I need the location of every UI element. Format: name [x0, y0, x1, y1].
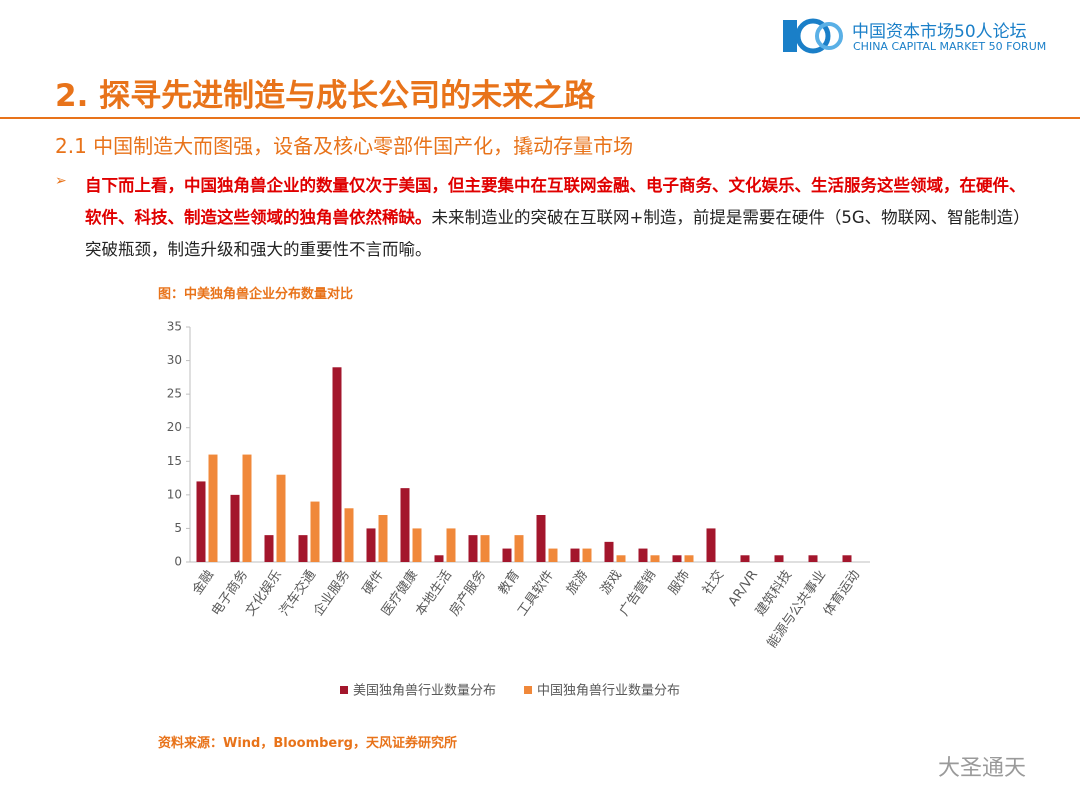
bullet-marker: ➢	[55, 173, 67, 189]
bar	[230, 494, 240, 562]
bar	[446, 528, 456, 562]
logo-en: CHINA CAPITAL MARKET 50 FORUM	[853, 40, 1047, 53]
bar	[242, 454, 252, 562]
x-tick-label: AR/VR	[726, 568, 761, 610]
bar	[536, 515, 546, 562]
bullet-highlight: 自下而上看，中国独角兽企业的数量仅次于美国，但主要集中在互联网金融、电子商务、文…	[85, 176, 1026, 227]
y-tick-label: 25	[167, 387, 182, 401]
subtitle: 2.1 中国制造大而图强，设备及核心零部件国产化，撬动存量市场	[55, 134, 634, 158]
bar	[400, 488, 410, 562]
bar	[582, 548, 592, 562]
y-tick-label: 15	[167, 454, 182, 468]
bar	[808, 555, 818, 562]
logo-cn: 中国资本市场50人论坛	[852, 22, 1027, 42]
bar	[616, 555, 626, 562]
legend-swatch	[524, 686, 533, 694]
x-tick-label: 社交	[699, 567, 727, 597]
y-tick-label: 30	[167, 353, 182, 367]
bar	[412, 528, 422, 562]
bar	[684, 555, 694, 562]
bar	[276, 474, 286, 562]
bar	[672, 555, 682, 562]
bar	[264, 535, 274, 562]
title: 2. 探寻先进制造与成长公司的未来之路	[55, 78, 596, 114]
bar	[480, 535, 490, 562]
bar	[310, 501, 320, 562]
bar	[344, 508, 354, 562]
source: 资料来源：Wind，Bloomberg，天风证券研究所	[158, 736, 457, 751]
x-tick-label: 硬件	[360, 568, 387, 598]
bar	[366, 528, 376, 562]
bar	[468, 535, 478, 562]
x-tick-label: 旅游	[564, 568, 591, 598]
bar	[502, 548, 512, 562]
bar	[514, 535, 524, 562]
bar	[196, 481, 206, 562]
bar	[434, 555, 444, 562]
y-tick-label: 35	[167, 320, 182, 334]
legend-label: 美国独角兽行业数量分布	[353, 684, 496, 699]
y-tick-label: 5	[174, 521, 182, 535]
bar	[332, 367, 342, 562]
x-tick-label: 服饰	[666, 568, 693, 598]
legend-label: 中国独角兽行业数量分布	[537, 684, 680, 699]
x-tick-label: 游戏	[598, 568, 625, 598]
bullet: 自下而上看，中国独角兽企业的数量仅次于美国，但主要集中在互联网金融、电子商务、文…	[85, 170, 1030, 266]
bar	[774, 555, 784, 562]
divider	[0, 117, 1080, 119]
y-tick-label: 10	[167, 487, 182, 501]
bar	[706, 528, 716, 562]
chart-title: 图：中美独角兽企业分布数量对比	[158, 287, 354, 302]
x-tick-label: 金融	[189, 567, 217, 597]
legend-swatch	[340, 686, 348, 694]
bar	[650, 555, 660, 562]
bullet-text: 未来制造业的突破在互联网+制造，前提是需要在硬件（5G、物联网、智能制造）突破瓶…	[85, 208, 1030, 259]
bar	[570, 548, 580, 562]
bar	[378, 515, 388, 562]
watermark: 大圣通天	[938, 756, 1027, 781]
bar	[740, 555, 750, 562]
bar	[298, 535, 308, 562]
bar	[638, 548, 648, 562]
bar	[208, 454, 218, 562]
logo-mark	[783, 18, 843, 54]
y-tick-label: 0	[174, 555, 182, 569]
bar	[604, 541, 614, 562]
y-tick-label: 20	[167, 420, 182, 434]
bar	[548, 548, 558, 562]
x-tick-label: 教育	[495, 567, 523, 597]
bar	[842, 555, 852, 562]
